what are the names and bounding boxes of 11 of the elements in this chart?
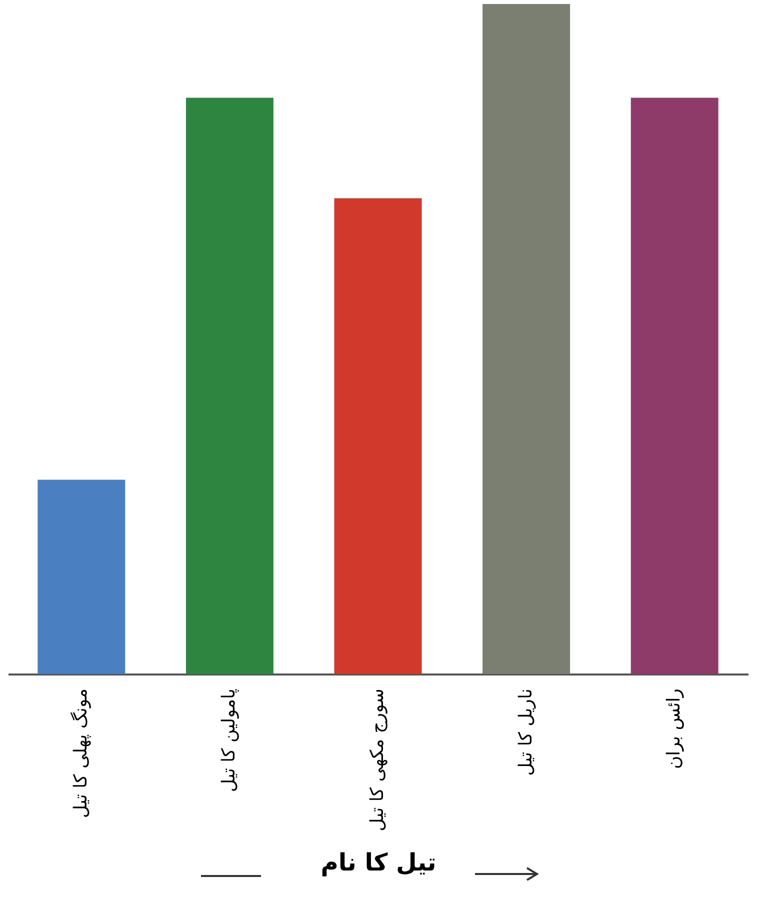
- bar: [334, 198, 422, 674]
- bar: [630, 98, 718, 674]
- x-tick-label: مونگ پھلی کا تیل: [69, 688, 92, 818]
- x-tick-label: رائس بران: [664, 688, 685, 770]
- x-tick-label: ناریل کا تیل: [515, 688, 536, 776]
- x-axis-title: تیل کا نام: [320, 848, 436, 876]
- x-tick-label: سورج مکھی کا تیل: [367, 688, 388, 832]
- bar: [186, 98, 274, 674]
- bar: [38, 480, 126, 674]
- x-tick-label: پامولین کا تیل: [218, 688, 240, 792]
- bar: [482, 4, 570, 674]
